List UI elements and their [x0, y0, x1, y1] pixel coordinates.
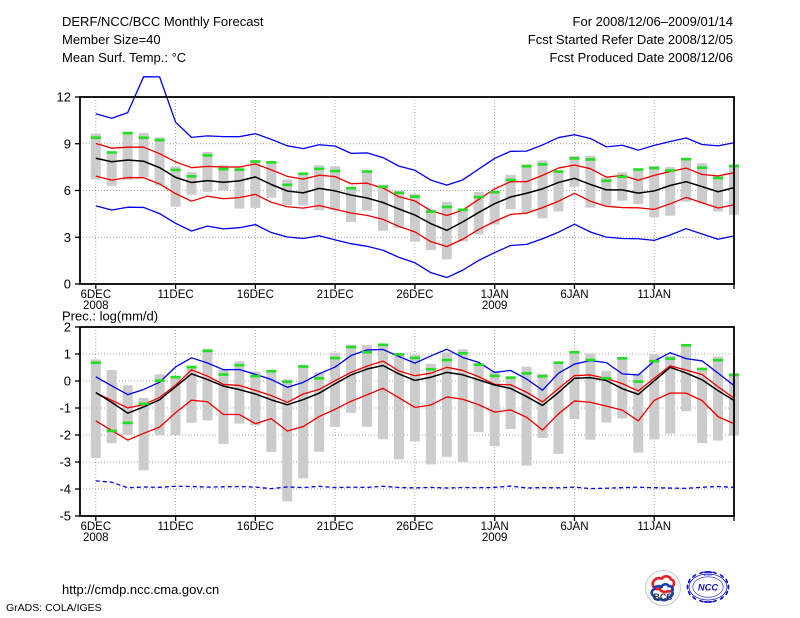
svg-text:NCC: NCC — [698, 583, 718, 593]
svg-text:WMO: WMO — [704, 573, 713, 577]
svg-text:BCC: BCC — [653, 592, 673, 602]
